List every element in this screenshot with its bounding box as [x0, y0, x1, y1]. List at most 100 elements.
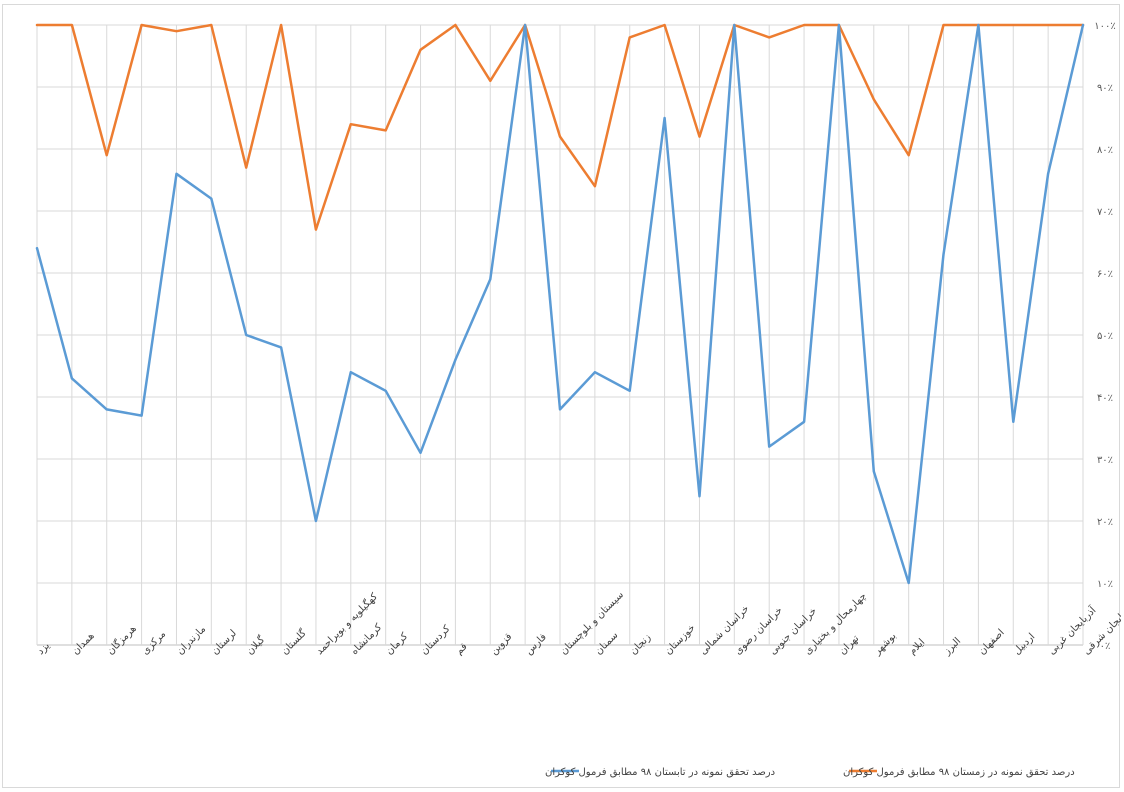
line-chart: ۰٪ ۱۰٪ ۲۰٪ ۳۰٪ ۴۰٪ ۵۰٪ ۶۰٪ ۷۰٪ ۸۰٪ ۹۰٪ ۱۰۰٪ یزد همد…	[35, 21, 1121, 778]
x-tick-label: گلستان	[279, 627, 309, 657]
chart-frame: ۰٪ ۱۰٪ ۲۰٪ ۳۰٪ ۴۰٪ ۵۰٪ ۶۰٪ ۷۰٪ ۸۰٪ ۹۰٪ ۱۰۰٪ یزد همد…	[2, 4, 1121, 788]
data-point	[559, 408, 561, 410]
x-tick-label: سیستان و بلوچستان	[558, 589, 626, 657]
x-tick-label: گیلان	[244, 634, 268, 658]
x-tick-label: قم	[454, 641, 470, 657]
x-tick-label: کرمان	[384, 631, 410, 657]
data-point	[36, 24, 38, 26]
x-tick-label: مرکزی	[140, 629, 168, 657]
data-point	[175, 173, 177, 175]
data-point	[385, 129, 387, 131]
y-tick-label: ۴۰٪	[1097, 393, 1113, 404]
legend-label-summer: درصد تحقق نمونه در تابستان ۹۸ مطابق فرمو…	[545, 767, 775, 778]
data-point	[350, 371, 352, 373]
data-point	[629, 390, 631, 392]
y-tick-label: ۶۰٪	[1097, 269, 1113, 280]
x-tick-label: مازندران	[175, 624, 208, 657]
data-point	[524, 24, 526, 26]
data-point	[698, 136, 700, 138]
data-point	[943, 24, 945, 26]
x-tick-label: چهارمحال و بختیاری	[802, 591, 868, 657]
data-point	[977, 24, 979, 26]
data-point	[908, 154, 910, 156]
x-tick-label: ایلام	[907, 637, 927, 657]
data-point	[175, 30, 177, 32]
data-point	[71, 24, 73, 26]
x-tick-label: سمنان	[593, 630, 620, 657]
data-point	[559, 136, 561, 138]
data-point	[733, 24, 735, 26]
data-point	[1047, 173, 1049, 175]
data-point	[210, 24, 212, 26]
data-point	[280, 24, 282, 26]
data-point	[106, 154, 108, 156]
y-axis-ticks: ۰٪ ۱۰٪ ۲۰٪ ۳۰٪ ۴۰٪ ۵۰٪ ۶۰٪ ۷۰٪ ۸۰٪ ۹۰٪ ۱۰۰٪	[1094, 21, 1115, 652]
y-tick-label: ۸۰٪	[1097, 145, 1113, 156]
y-tick-label: ۱۰۰٪	[1094, 21, 1115, 32]
data-point	[629, 36, 631, 38]
data-point	[454, 359, 456, 361]
series-line-summer	[35, 23, 1085, 585]
data-point	[280, 346, 282, 348]
data-point	[803, 24, 805, 26]
x-tick-label: اردبیل	[1012, 631, 1038, 657]
x-tick-label: بوشهر	[871, 631, 898, 658]
data-point	[1012, 24, 1014, 26]
data-point	[768, 446, 770, 448]
data-point	[454, 24, 456, 26]
data-point	[908, 582, 910, 584]
data-point	[245, 334, 247, 336]
x-tick-label: همدان	[70, 631, 96, 657]
data-point	[803, 421, 805, 423]
data-point	[489, 80, 491, 82]
data-point	[768, 36, 770, 38]
data-point	[71, 377, 73, 379]
y-tick-label: ۷۰٪	[1097, 207, 1113, 218]
data-point	[106, 408, 108, 410]
data-point	[36, 247, 38, 249]
legend: درصد تحقق نمونه در زمستان ۹۸ مطابق فرمول…	[545, 767, 1075, 778]
data-point	[594, 185, 596, 187]
y-tick-label: ۹۰٪	[1097, 83, 1113, 94]
x-tick-label: کرمانشاه	[349, 622, 384, 657]
data-point	[664, 24, 666, 26]
x-tick-label: لرستان	[210, 628, 239, 657]
y-tick-label: ۵۰٪	[1097, 331, 1113, 342]
data-point	[943, 253, 945, 255]
data-point	[873, 98, 875, 100]
data-point	[315, 520, 317, 522]
x-tick-label: یزد	[35, 640, 52, 657]
x-tick-label: قزوین	[489, 631, 515, 657]
x-tick-label: فارس	[523, 632, 549, 658]
data-point	[420, 452, 422, 454]
y-tick-label: ۰٪	[1100, 641, 1111, 652]
data-point	[1012, 421, 1014, 423]
x-axis-ticks: یزد همدان هرمزگان مرکزی مازندران لرستان گیلان گ…	[35, 589, 1121, 657]
data-point	[594, 371, 596, 373]
data-point	[350, 123, 352, 125]
data-point	[210, 198, 212, 200]
data-point	[420, 49, 422, 51]
series-lines	[35, 23, 1085, 585]
y-tick-label: ۳۰٪	[1097, 455, 1113, 466]
x-tick-label: البرز	[941, 636, 963, 658]
x-tick-label: کردستان	[419, 623, 453, 657]
data-point	[141, 415, 143, 417]
data-point	[141, 24, 143, 26]
x-tick-label: کهگیلویه و بویراحمد	[314, 591, 381, 658]
data-point	[698, 495, 700, 497]
y-tick-label: ۱۰٪	[1097, 579, 1113, 590]
x-tick-label: اصفهان	[977, 627, 1007, 657]
data-point	[489, 278, 491, 280]
y-tick-label: ۲۰٪	[1097, 517, 1113, 528]
gridlines	[36, 24, 1084, 646]
data-point	[664, 117, 666, 119]
data-point	[385, 390, 387, 392]
x-tick-label: خوزستان	[663, 622, 698, 657]
data-point	[873, 470, 875, 472]
data-point	[315, 229, 317, 231]
x-tick-label: هرمزگان	[104, 623, 139, 658]
series-line-winter	[35, 23, 1085, 231]
data-point	[245, 167, 247, 169]
data-point	[838, 24, 840, 26]
